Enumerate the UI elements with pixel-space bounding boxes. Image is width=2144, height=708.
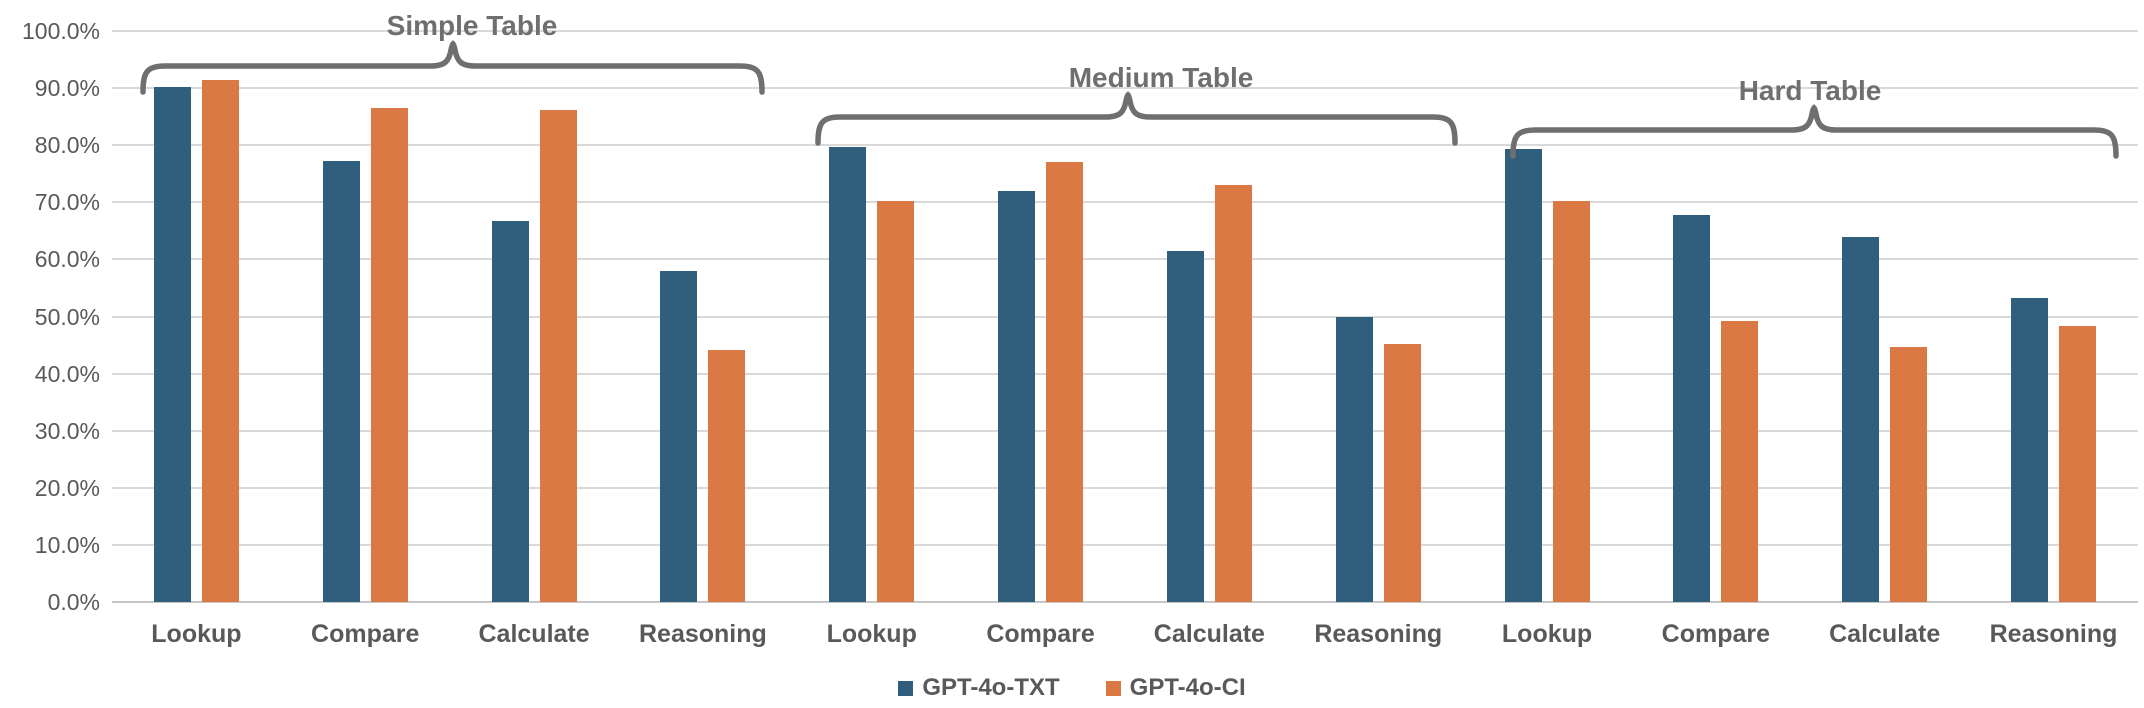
bar-group [956, 31, 1125, 602]
x-axis-category-label: Reasoning [639, 620, 767, 648]
gridline [112, 601, 2138, 603]
bar-gpt-4o-txt [998, 190, 1036, 602]
y-axis-tick-label: 60.0% [34, 246, 100, 273]
bar-gpt-4o-txt [660, 270, 698, 602]
gridline [112, 543, 2138, 546]
legend: GPT-4o-TXT GPT-4o-CI [0, 672, 2144, 704]
x-axis-category-label: Compare [986, 620, 1095, 648]
x-axis-category-label: Reasoning [1989, 620, 2118, 648]
bar-gpt-4o-txt [1166, 251, 1204, 602]
bar-gpt-4o-txt [491, 220, 529, 602]
bar-gpt-4o-ci [708, 350, 746, 602]
bar-gpt-4o-ci [1552, 200, 1590, 602]
bar-gpt-4o-txt [1335, 316, 1373, 602]
bar-gpt-4o-ci [2059, 326, 2097, 602]
bar-gpt-4o-ci [1046, 162, 1084, 602]
x-axis-category-label: Lookup [826, 620, 917, 648]
bar-groups [112, 31, 2138, 602]
gridline [112, 201, 2138, 204]
x-axis-category-label: Lookup [1501, 620, 1593, 648]
x-axis: Lookup Compare Calculate Reasoning Lookup Com… [112, 616, 2138, 652]
bar-gpt-4o-txt [2011, 297, 2049, 602]
bar-gpt-4o-ci [1721, 320, 1759, 602]
legend-swatch-gpt-4o-ci [1105, 680, 1121, 696]
bar-gpt-4o-ci [370, 108, 408, 602]
legend-label: GPT-4o-TXT [922, 674, 1060, 701]
bar-gpt-4o-txt [1842, 236, 1880, 602]
gridline [112, 87, 2138, 90]
bar-group [1800, 31, 1969, 602]
y-axis-tick-label: 50.0% [34, 303, 100, 330]
bar-group [1294, 31, 1463, 602]
bar-gpt-4o-txt [153, 86, 191, 602]
bar-gpt-4o-ci [1890, 347, 1928, 602]
gridline [112, 315, 2138, 318]
x-axis-category-label: Compare [1661, 620, 1771, 648]
legend-item: GPT-4o-CI [1105, 674, 1246, 702]
bar-group [281, 31, 450, 602]
y-axis-tick-label: 40.0% [34, 360, 100, 387]
legend-label: GPT-4o-CI [1129, 674, 1246, 701]
bar-gpt-4o-ci [877, 201, 915, 602]
gridline [112, 258, 2138, 261]
legend-swatch-gpt-4o-txt [898, 680, 914, 696]
x-axis-category-label: Lookup [151, 620, 242, 648]
plot-area [112, 30, 2138, 603]
y-axis-tick-label: 0.0% [47, 589, 100, 615]
gridline [112, 30, 2138, 32]
gridline [112, 372, 2138, 375]
y-axis-tick-label: 100.0% [21, 18, 100, 44]
group-label-hard-table: Hard Table [1738, 75, 1882, 106]
gridline [112, 429, 2138, 432]
x-axis-category-label: Calculate [478, 620, 590, 648]
legend-item: GPT-4o-TXT [898, 674, 1060, 702]
x-axis-category-label: Compare [311, 620, 420, 648]
x-axis-category-label: Calculate [1829, 620, 1941, 648]
bar-gpt-4o-ci [201, 79, 239, 602]
bar-gpt-4o-txt [1673, 214, 1711, 602]
group-label-medium-table: Medium Table [1068, 62, 1254, 93]
bar-group [618, 31, 787, 602]
bar-group [1125, 31, 1294, 602]
bar-gpt-4o-txt [322, 160, 360, 602]
y-axis-tick-label: 30.0% [34, 417, 100, 444]
x-axis-category-label: Calculate [1153, 620, 1265, 648]
bar-group [112, 31, 281, 602]
bar-group [450, 31, 619, 602]
y-axis-tick-label: 20.0% [34, 474, 100, 501]
y-axis-tick-label: 80.0% [34, 132, 100, 159]
bar-gpt-4o-ci [539, 109, 577, 602]
x-axis-category-label: Reasoning [1314, 620, 1443, 648]
bar-gpt-4o-ci [1214, 184, 1252, 602]
bar-group [1463, 31, 1632, 602]
y-axis-tick-label: 90.0% [34, 75, 100, 102]
bar-group [1969, 31, 2138, 602]
group-label-simple-table: Simple Table [386, 10, 558, 41]
bar-gpt-4o-txt [829, 147, 867, 602]
gridline [112, 486, 2138, 489]
bar-gpt-4o-ci [1383, 343, 1421, 602]
bar-group [787, 31, 956, 602]
bar-gpt-4o-txt [1504, 148, 1542, 602]
y-axis-tick-label: 10.0% [34, 531, 100, 558]
y-axis-tick-label: 70.0% [34, 189, 100, 216]
bar-group [1631, 31, 1800, 602]
